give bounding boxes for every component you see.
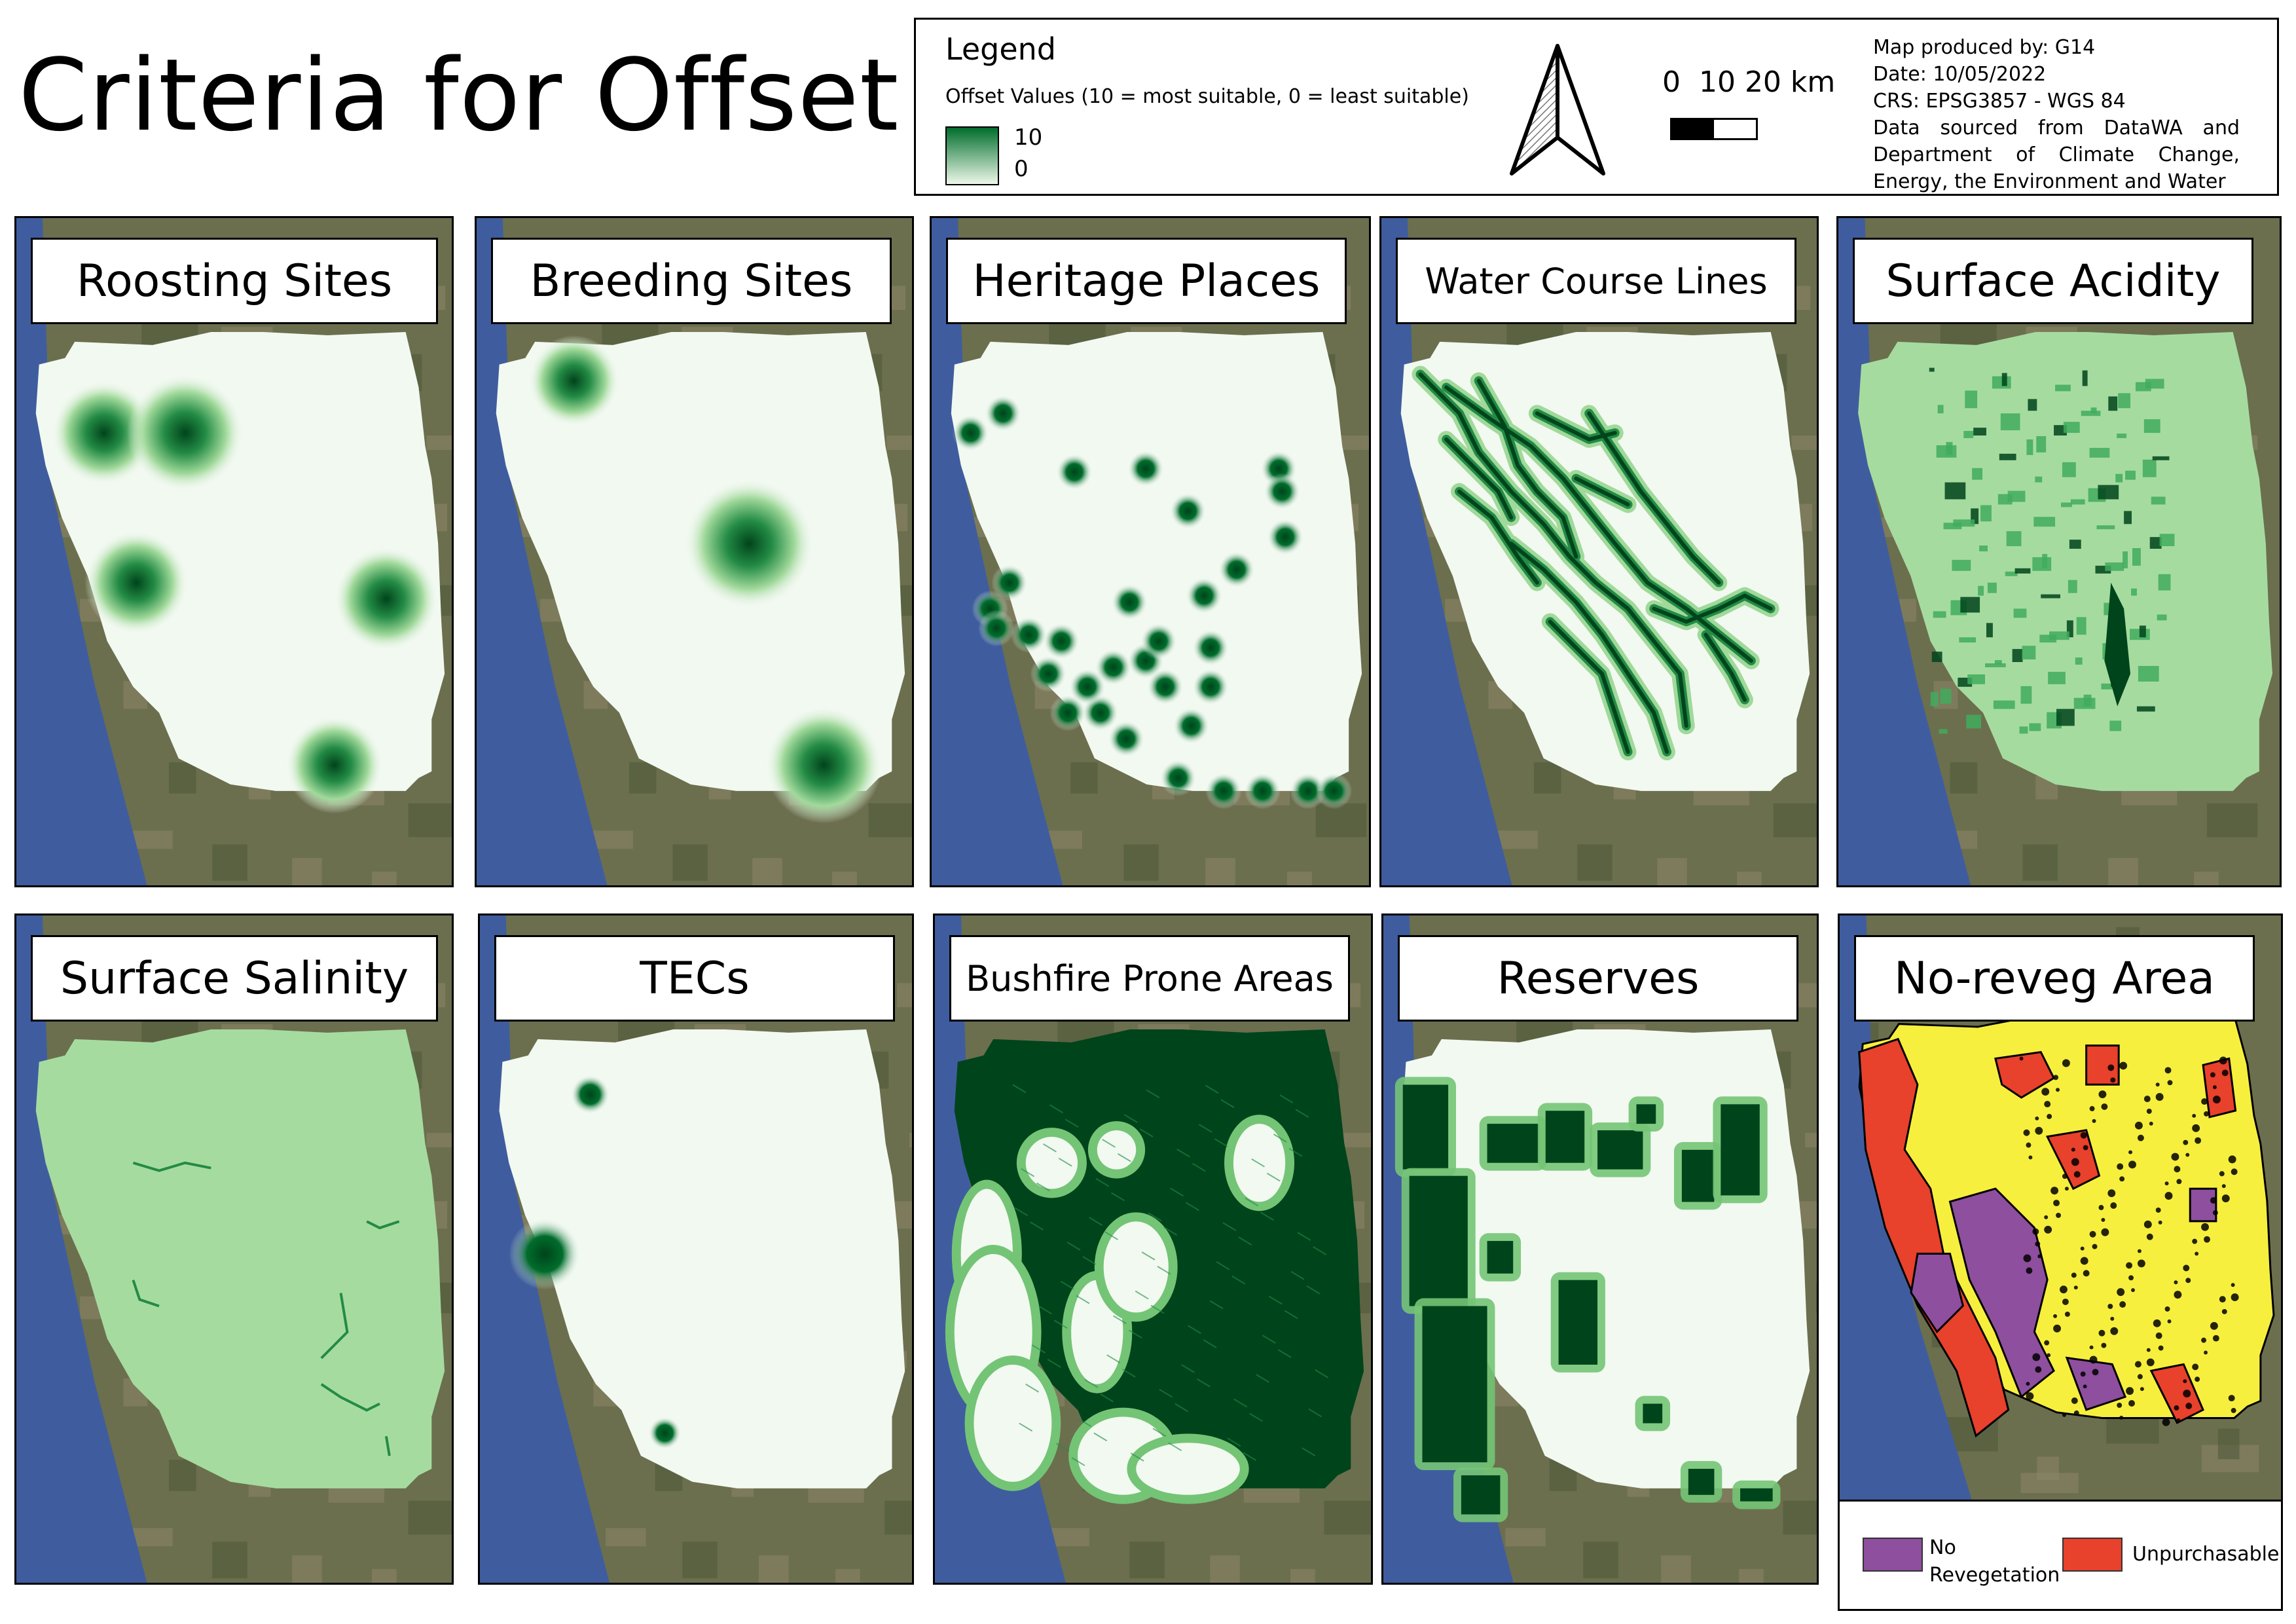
- map-heritage-places: [932, 218, 1369, 885]
- map-panel-surface-salinity: Surface Salinity: [14, 913, 454, 1585]
- map-panel-breeding-sites: Breeding Sites: [475, 216, 914, 887]
- panel-title-tecs: TECs: [494, 935, 895, 1022]
- panel-title-surface-salinity: Surface Salinity: [31, 935, 438, 1022]
- map-panel-tecs: TECs: [478, 913, 914, 1585]
- map-panel-bushfire-prone-areas: Bushfire Prone Areas: [933, 913, 1373, 1585]
- data-source-line1: Data sourced from DataWA and: [1873, 117, 2240, 139]
- map-crs: CRS: EPSG3857 - WGS 84: [1873, 90, 2126, 113]
- no-revegetation-swatch: [1863, 1538, 1923, 1572]
- map-panel-surface-acidity: Surface Acidity: [1836, 216, 2282, 887]
- no-revegetation-label-line2: Revegetation: [1929, 1564, 2060, 1587]
- produced-by: Map produced by: G14: [1873, 36, 2096, 59]
- map-panel-heritage-places: Heritage Places: [930, 216, 1371, 887]
- panel-title-reserves: Reserves: [1398, 935, 1798, 1022]
- map-breeding-sites: [477, 218, 912, 885]
- map-title: Criteria for Offset: [18, 37, 900, 153]
- map-tecs: [480, 915, 912, 1583]
- legend-color-ramp: [945, 126, 999, 185]
- panel-title-heritage-places: Heritage Places: [946, 238, 1347, 324]
- map-roosting-sites: [16, 218, 452, 885]
- panel-title-roosting-sites: Roosting Sites: [31, 238, 438, 324]
- panel-title-water-course-lines: Water Course Lines: [1396, 238, 1796, 324]
- legend-subtitle: Offset Values (10 = most suitable, 0 = l…: [945, 85, 1469, 108]
- no-revegetation-label-line1: No: [1929, 1536, 1956, 1559]
- data-source-line2: Department of Climate Change,: [1873, 143, 2240, 166]
- map-surface-salinity: [16, 915, 452, 1583]
- panel-title-bushfire-prone-areas: Bushfire Prone Areas: [949, 935, 1350, 1022]
- legend-ramp-low: 0: [1014, 156, 1029, 182]
- unpurchasable-label: Unpurchasable: [2132, 1543, 2280, 1566]
- legend-title: Legend: [945, 31, 1056, 67]
- data-source-line3: Energy, the Environment and Water: [1873, 170, 2226, 193]
- map-panel-water-course-lines: Water Course Lines: [1379, 216, 1819, 887]
- scale-bar: [1670, 118, 1758, 140]
- unpurchasable-swatch: [2062, 1538, 2123, 1572]
- map-panel-reserves: Reserves: [1381, 913, 1819, 1585]
- map-reserves: [1383, 915, 1817, 1583]
- panel-title-no-reveg-area: No-reveg Area: [1854, 935, 2255, 1022]
- map-panel-roosting-sites: Roosting Sites: [14, 216, 454, 887]
- map-date: Date: 10/05/2022: [1873, 63, 2047, 86]
- no-reveg-legend: No Revegetation Unpurchasable: [1838, 1500, 2283, 1611]
- map-panel-no-reveg-area: No-reveg Area: [1838, 913, 2283, 1503]
- map-surface-acidity: [1838, 218, 2280, 885]
- legend-box: Legend Offset Values (10 = most suitable…: [914, 18, 2279, 196]
- panel-title-surface-acidity: Surface Acidity: [1853, 238, 2253, 324]
- map-metadata: Map produced by: G14 Date: 10/05/2022 CR…: [1873, 34, 2240, 195]
- scale-bar-labels: 0 10 20 km: [1662, 65, 1836, 99]
- legend-ramp-high: 10: [1014, 124, 1043, 151]
- panel-title-breeding-sites: Breeding Sites: [491, 238, 892, 324]
- north-arrow-icon: [1510, 44, 1605, 175]
- map-bushfire-prone-areas: [935, 915, 1371, 1583]
